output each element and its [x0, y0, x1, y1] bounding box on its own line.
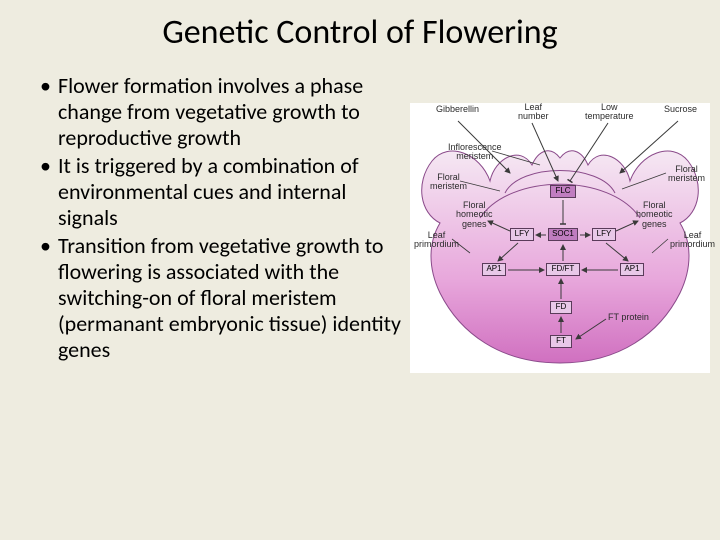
- input-label-low-temp: Lowtemperature: [585, 103, 634, 122]
- input-label-gibberellin: Gibberellin: [436, 105, 479, 114]
- gene-fd: FD: [550, 301, 572, 314]
- page-title: Genetic Control of Flowering: [0, 0, 720, 73]
- label-leaf-primordium-right: Leafprimordium: [670, 231, 715, 250]
- label-floral-meristem-left: Floralmeristem: [430, 173, 467, 192]
- gene-fd-ft: FD/FT: [546, 263, 580, 276]
- gene-ft: FT: [550, 335, 572, 348]
- bullet-column: Flower formation involves a phase change…: [40, 73, 410, 373]
- gene-flc: FLC: [550, 185, 576, 198]
- label-floral-meristem-right: Floralmeristem: [668, 165, 705, 184]
- bullet-item: Flower formation involves a phase change…: [40, 73, 410, 151]
- gene-ap1-right: AP1: [620, 263, 644, 276]
- label-leaf-primordium-left: Leafprimordium: [414, 231, 459, 250]
- bullet-list: Flower formation involves a phase change…: [40, 73, 410, 362]
- content-row: Flower formation involves a phase change…: [0, 73, 720, 373]
- flowering-diagram: Gibberellin Leafnumber Lowtemperature Su…: [410, 103, 710, 373]
- bullet-item: It is triggered by a combination of envi…: [40, 153, 410, 231]
- label-inflorescence-meristem: Inflorescencemeristem: [448, 143, 502, 162]
- gene-lfy-right: LFY: [592, 228, 616, 241]
- label-floral-homeotic-left: Floralhomeoticgenes: [456, 201, 493, 229]
- gene-ap1-left: AP1: [482, 263, 506, 276]
- diagram-column: Gibberellin Leafnumber Lowtemperature Su…: [410, 73, 710, 373]
- input-label-sucrose: Sucrose: [664, 105, 697, 114]
- label-floral-homeotic-right: Floralhomeoticgenes: [636, 201, 673, 229]
- label-ft-protein: FT protein: [608, 313, 649, 322]
- input-label-leaf-number: Leafnumber: [518, 103, 549, 122]
- bullet-item: Transition from vegetative growth to flo…: [40, 233, 410, 363]
- gene-lfy-left: LFY: [510, 228, 534, 241]
- gene-soc1: SOC1: [548, 228, 578, 241]
